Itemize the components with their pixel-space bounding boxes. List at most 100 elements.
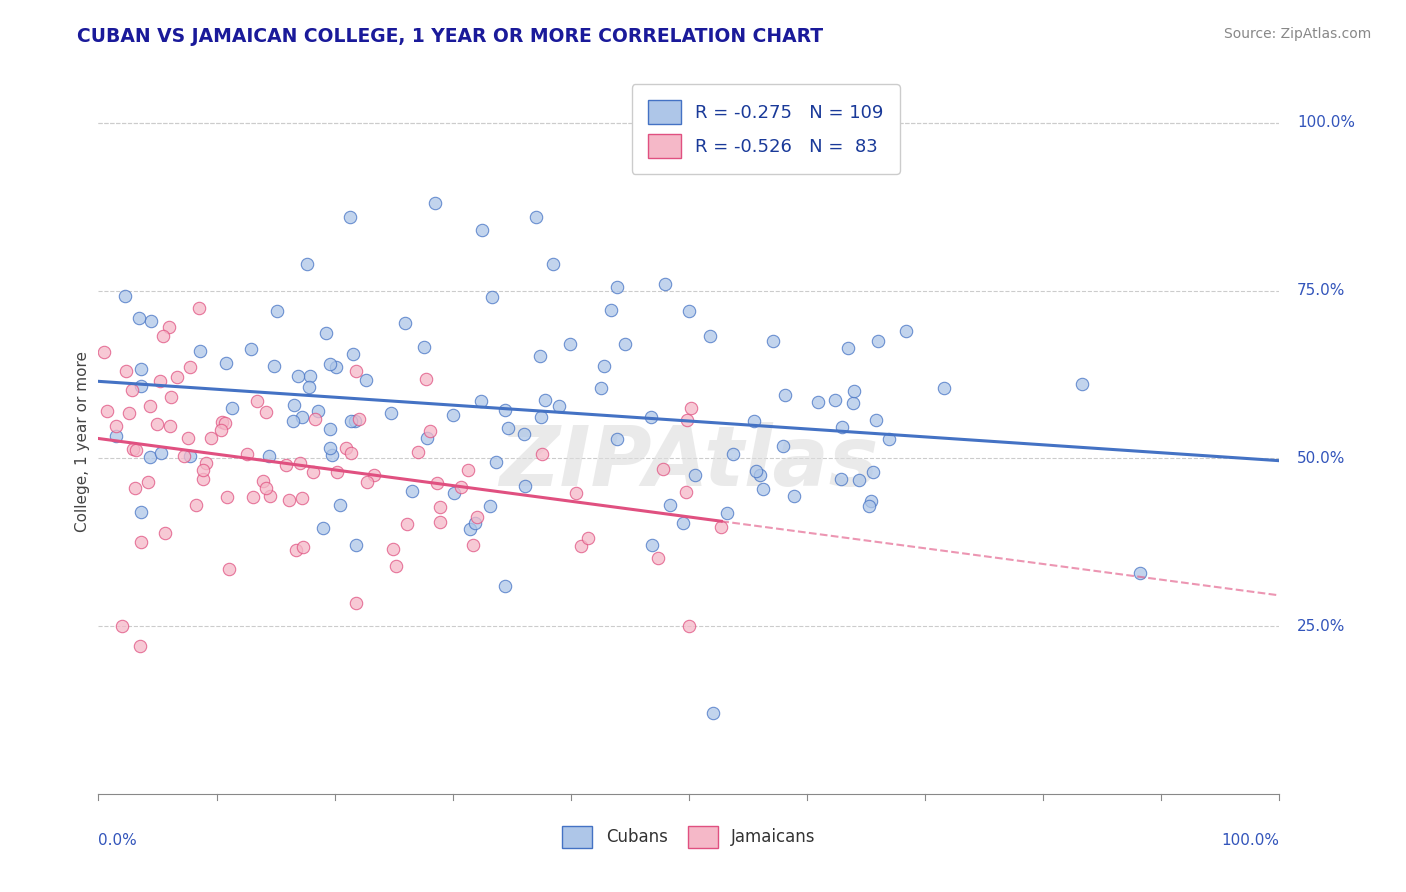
Point (614, 337, 637, 351)
Point (283, 398, 305, 412)
Point (346, 364, 368, 378)
Point (339, 210, 361, 224)
Point (1129, 566, 1152, 580)
Point (288, 456, 311, 470)
Point (485, 455, 508, 469)
Legend: Cubans, Jamaicans: Cubans, Jamaicans (554, 818, 824, 856)
Point (152, 328, 174, 343)
Point (177, 431, 200, 445)
Point (193, 472, 215, 486)
Point (461, 538, 484, 552)
Point (252, 474, 274, 488)
Point (443, 485, 465, 500)
Point (699, 329, 721, 343)
Point (118, 406, 141, 420)
Point (166, 369, 188, 384)
Point (128, 310, 150, 325)
Point (335, 441, 357, 455)
Point (752, 482, 775, 496)
Point (218, 562, 240, 576)
Text: 100.0%: 100.0% (1222, 832, 1279, 847)
Point (246, 394, 269, 409)
Point (138, 399, 160, 413)
Point (807, 394, 830, 409)
Point (419, 425, 441, 439)
Point (429, 515, 451, 529)
Point (343, 414, 366, 428)
Point (783, 489, 806, 503)
Point (381, 542, 404, 557)
Point (654, 277, 676, 291)
Point (647, 551, 669, 566)
Text: 100.0%: 100.0% (1298, 115, 1355, 130)
Point (188, 344, 211, 359)
Point (877, 432, 900, 446)
Point (287, 369, 309, 384)
Point (129, 361, 152, 376)
Point (254, 481, 277, 495)
Point (304, 412, 326, 426)
Point (257, 449, 280, 463)
Point (676, 412, 699, 426)
Point (380, 406, 402, 420)
Point (285, 542, 308, 557)
Point (576, 532, 599, 546)
Point (184, 498, 207, 512)
Point (831, 420, 853, 434)
Point (111, 619, 134, 633)
Point (160, 390, 183, 404)
Point (329, 498, 352, 512)
Point (659, 498, 682, 512)
Point (848, 473, 870, 487)
Point (200, 432, 222, 446)
Point (512, 426, 534, 441)
Point (211, 416, 233, 430)
Point (513, 479, 536, 493)
Point (450, 480, 472, 494)
Point (214, 416, 236, 430)
Point (742, 414, 765, 428)
Point (824, 392, 846, 407)
Point (541, 257, 564, 271)
Point (470, 393, 492, 408)
Point (259, 489, 281, 503)
Point (494, 579, 516, 593)
Point (772, 439, 794, 453)
Point (298, 380, 321, 394)
Point (138, 450, 160, 464)
Point (342, 346, 364, 360)
Point (146, 417, 169, 431)
Text: 0.0%: 0.0% (98, 832, 138, 847)
Point (318, 357, 340, 371)
Point (385, 559, 408, 574)
Point (672, 516, 695, 531)
Point (173, 450, 195, 464)
Point (121, 442, 143, 456)
Point (319, 422, 342, 436)
Point (242, 490, 264, 504)
Point (415, 372, 437, 386)
Point (215, 355, 238, 369)
Point (114, 289, 136, 303)
Point (93, 345, 115, 359)
Point (236, 447, 259, 461)
Point (565, 486, 588, 500)
Point (413, 340, 436, 354)
Point (465, 510, 488, 524)
Point (149, 375, 172, 389)
Point (344, 538, 367, 552)
Point (307, 404, 329, 418)
Point (685, 467, 707, 482)
Point (401, 483, 423, 498)
Point (159, 418, 181, 433)
Point (277, 492, 299, 507)
Point (149, 446, 172, 460)
Point (675, 484, 697, 499)
Point (416, 430, 439, 444)
Point (494, 403, 516, 417)
Point (464, 516, 486, 530)
Point (297, 257, 319, 271)
Point (129, 505, 152, 519)
Point (263, 359, 285, 374)
Point (496, 421, 519, 435)
